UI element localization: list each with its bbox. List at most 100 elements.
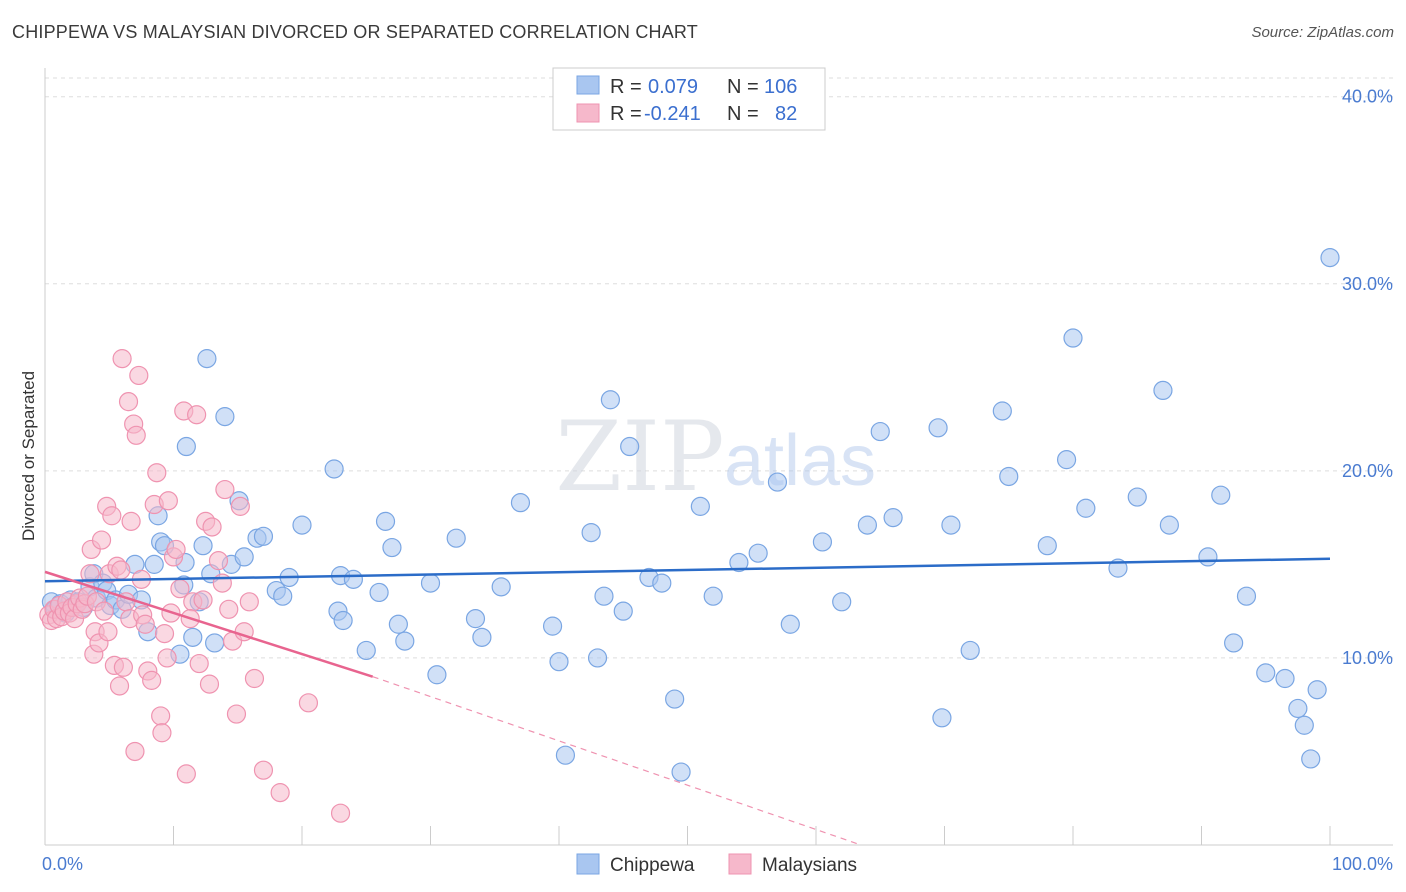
malaysian-point: [166, 539, 186, 560]
y-axis-label: Divorced or Separated: [19, 371, 38, 541]
chippewa-point: [620, 436, 640, 457]
malaysian-point: [244, 668, 265, 689]
chippewa-point: [388, 614, 408, 634]
chippewa-point: [333, 610, 353, 631]
points-layer: [39, 247, 1340, 823]
legend-r-value-2: -0.241: [644, 103, 701, 125]
trend-layer: [44, 557, 1331, 846]
chippewa-trend-line: [44, 557, 1331, 583]
chippewa-point: [1127, 487, 1147, 507]
chippewa-point: [176, 436, 196, 457]
malaysian-point: [270, 783, 290, 803]
grid-layer: [45, 77, 1393, 659]
malaysian-point: [151, 706, 171, 726]
chippewa-point: [427, 665, 447, 685]
chippewa-point: [1320, 247, 1340, 268]
malaysian-point: [226, 704, 247, 724]
malaysian-trend-line: [44, 570, 374, 678]
chippewa-point: [1301, 749, 1321, 769]
chippewa-point: [690, 496, 710, 516]
chippewa-point: [549, 652, 569, 672]
chippewa-point: [665, 689, 685, 709]
malaysian-point: [121, 511, 141, 531]
chippewa-point: [205, 633, 225, 653]
legend-n-value-2: 82: [775, 103, 797, 125]
chippewa-point: [671, 762, 691, 782]
malaysian-point: [230, 496, 250, 516]
chippewa-point: [932, 708, 952, 728]
chippewa-point: [960, 640, 980, 661]
chippewa-point: [1236, 586, 1257, 606]
malaysian-point: [98, 622, 118, 642]
malaysian-point: [189, 653, 209, 674]
malaysian-point: [239, 592, 259, 612]
bottom-swatch-malaysians: [728, 853, 752, 875]
y-tick-label: 40.0%: [1342, 87, 1393, 107]
malaysian-point: [158, 491, 178, 511]
malaysian-point: [147, 463, 167, 483]
chippewa-point: [324, 459, 344, 479]
chippewa-point: [1056, 450, 1077, 470]
chippewa-point: [1294, 715, 1314, 735]
chippewa-point: [193, 536, 213, 556]
chippewa-point: [883, 508, 903, 528]
chippewa-point: [465, 609, 486, 629]
chippewa-point: [1211, 485, 1231, 505]
chippewa-point: [600, 390, 621, 410]
legend-n-value-1: 106: [764, 76, 797, 98]
chippewa-point: [767, 472, 788, 492]
axis-layer: 10.0% 20.0% 30.0% 40.0%: [44, 68, 1393, 846]
malaysian-point: [219, 599, 239, 619]
chippewa-point: [1275, 668, 1295, 689]
chippewa-point: [1037, 536, 1057, 556]
chippewa-point: [587, 648, 608, 668]
legend-r-value-1: 0.079: [648, 76, 698, 98]
chippewa-point: [928, 418, 948, 438]
chippewa-point: [729, 552, 749, 573]
malaysian-point: [118, 392, 139, 412]
x-tick-min: 0.0%: [42, 854, 83, 874]
y-tick-label: 20.0%: [1342, 461, 1393, 481]
chippewa-point: [234, 547, 254, 567]
chippewa-point: [510, 493, 531, 513]
chippewa-point: [1159, 515, 1179, 535]
chippewa-point: [1076, 498, 1096, 518]
malaysian-point: [112, 349, 132, 369]
malaysian-point: [157, 648, 177, 668]
malaysian-point: [91, 530, 112, 550]
chippewa-point: [491, 577, 511, 597]
chippewa-point: [613, 601, 633, 621]
chippewa-point: [555, 745, 576, 765]
chippewa-point: [292, 515, 312, 535]
chippewa-point: [183, 627, 203, 647]
watermark: ZIP atlas: [555, 401, 876, 513]
legend-n-label-2: N =: [727, 103, 759, 125]
chippewa-point: [1288, 698, 1308, 719]
watermark-zip: ZIP: [555, 401, 724, 513]
malaysian-point: [142, 670, 162, 690]
chippewa-point: [1198, 547, 1218, 567]
malaysian-point: [126, 425, 146, 445]
chippewa-point: [1256, 663, 1276, 683]
chippewa-point: [375, 511, 396, 531]
malaysian-point: [199, 674, 220, 694]
chippewa-point: [1224, 633, 1244, 653]
legend-r-label-1: R =: [610, 76, 642, 98]
bottom-legend-chippewa: Chippewa: [610, 855, 695, 876]
malaysian-point: [176, 764, 196, 784]
malaysian-point: [129, 365, 149, 386]
chippewa-point: [1153, 380, 1173, 401]
legend-swatch-malaysians: [576, 103, 600, 123]
chippewa-point: [748, 543, 768, 563]
malaysian-point: [215, 479, 235, 500]
chippewa-point: [472, 627, 492, 647]
malaysian-point: [94, 601, 114, 621]
chippewa-point: [703, 586, 723, 606]
malaysian-point: [187, 405, 207, 425]
chippewa-point: [594, 586, 614, 606]
malaysian-point: [152, 723, 172, 743]
malaysian-point: [208, 551, 229, 571]
malaysian-point: [330, 803, 351, 823]
legend-swatch-chippewa: [576, 75, 600, 95]
